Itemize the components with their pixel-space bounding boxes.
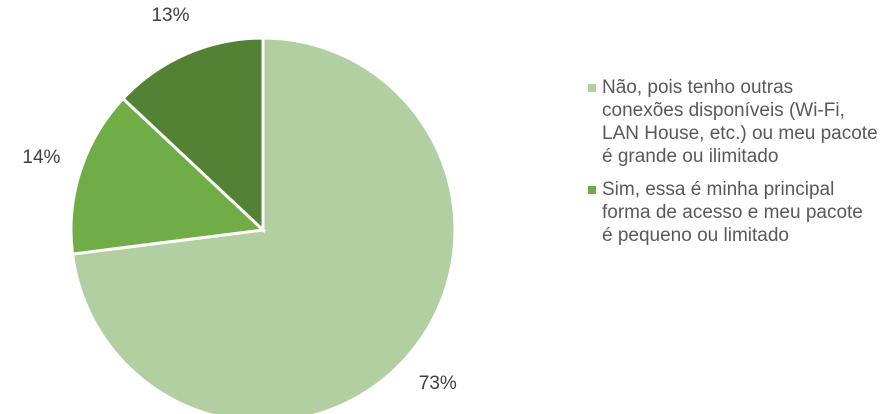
legend: Não, pois tenho outras conexões disponív…: [588, 76, 878, 257]
legend-label: Não, pois tenho outras conexões disponív…: [602, 77, 878, 167]
pie-slice: [120, 36, 265, 234]
slice-label: 13%: [151, 5, 189, 26]
legend-item: Não, pois tenho outras conexões disponív…: [588, 76, 878, 168]
legend-swatch: [588, 84, 596, 92]
legend-swatch: [588, 186, 596, 194]
legend-item: Sim, essa é minha principal forma de ace…: [588, 178, 878, 247]
legend-label: Sim, essa é minha principal forma de ace…: [602, 179, 863, 246]
slice-label: 14%: [22, 147, 60, 168]
slice-label: 73%: [419, 373, 457, 394]
pie-slice: [69, 96, 267, 256]
